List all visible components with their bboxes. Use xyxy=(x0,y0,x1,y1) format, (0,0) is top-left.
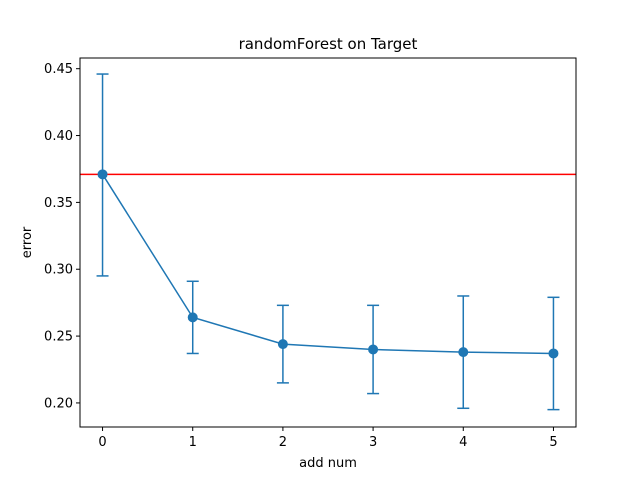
x-tick-label: 5 xyxy=(549,435,557,450)
y-tick-label: 0.20 xyxy=(44,396,73,411)
x-tick-label: 1 xyxy=(189,435,197,450)
chart-title: randomForest on Target xyxy=(239,35,418,53)
y-tick-label: 0.25 xyxy=(44,330,73,345)
series-line xyxy=(101,173,554,355)
data-point xyxy=(97,169,108,180)
plot-area xyxy=(80,73,576,411)
data-point xyxy=(277,339,288,350)
y-tick-label: 0.35 xyxy=(44,196,73,211)
ticks: 0 1 2 3 4 5 0.20 0.25 0.30 0.35 0.40 0.45 xyxy=(44,62,558,450)
x-tick-label: 2 xyxy=(279,435,287,450)
y-tick-label: 0.40 xyxy=(44,129,73,144)
y-tick-label: 0.30 xyxy=(44,263,73,278)
axes-frame xyxy=(79,57,577,428)
y-axis-label: error xyxy=(20,226,35,258)
x-axis-label: add num xyxy=(299,456,357,471)
x-tick-label: 3 xyxy=(369,435,377,450)
x-tick-label: 4 xyxy=(459,435,467,450)
data-point xyxy=(458,347,469,358)
data-point xyxy=(548,348,559,359)
data-point xyxy=(187,312,198,323)
y-tick-label: 0.45 xyxy=(44,62,73,77)
x-tick-label: 0 xyxy=(98,435,106,450)
data-point xyxy=(368,344,379,355)
